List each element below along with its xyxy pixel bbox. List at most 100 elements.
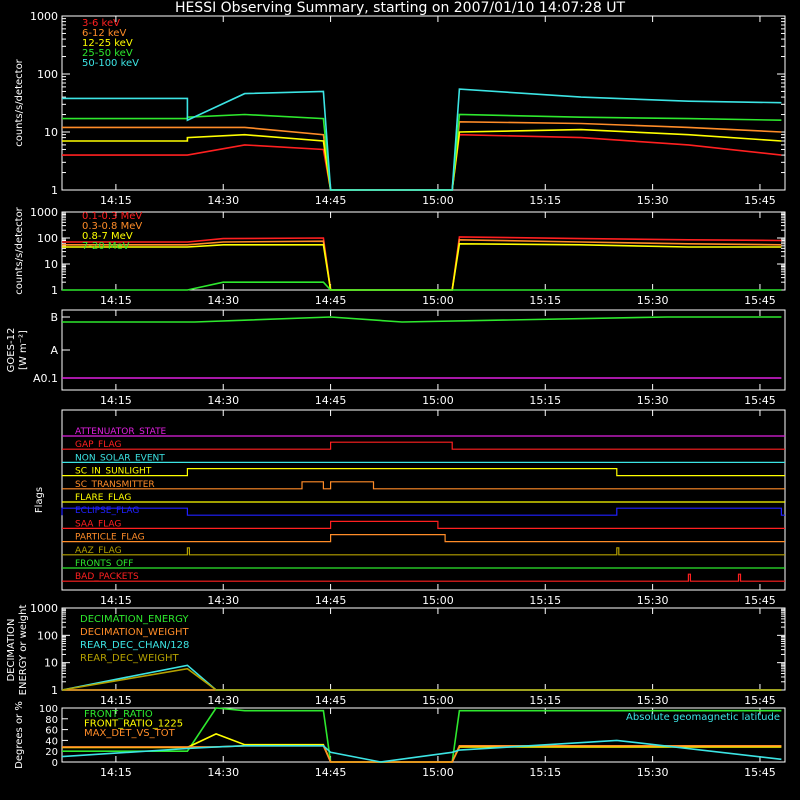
misc-series-2 [62,745,782,763]
hi-series-3 [62,281,782,291]
goes-ytick-label: A0.1 [33,372,58,385]
lo-series-3 [62,113,782,191]
flags-xtick-label: 14:45 [315,594,347,607]
dec-xtick-label: 15:45 [744,694,776,707]
goes-ylabel-2: [W m⁻²] [18,330,29,370]
misc-ytick-label: 0 [52,758,58,769]
lo-series-2 [62,128,782,191]
lo-series-0 [62,133,782,191]
hi-xtick-label: 15:45 [744,294,776,307]
flags-xtick-label: 15:15 [529,594,561,607]
page-title: HESSI Observing Summary, starting on 200… [174,0,626,16]
hi-legend-0: 0.1-0.3 MeV [82,211,142,222]
misc-legend-0: FRONT_RATIO [84,709,153,720]
dec-series-2 [61,664,782,691]
hi-ytick-label: 1 [51,284,58,297]
flag-label-9: AAZ_FLAG [75,546,122,556]
misc-legend-1: FRONT_RATIO_1225 [84,719,183,730]
lo-legend-4: 50-100 keV [82,58,139,69]
lo-legend-3: 25-50 keV [82,48,133,59]
flag-label-2: NON_SOLAR_EVENT [75,453,165,463]
flag-label-4: SC_TRANSMITTER [75,480,155,490]
dec-xtick-label: 14:15 [100,694,132,707]
flags-xtick-label: 15:00 [422,594,454,607]
flag-label-3: SC_IN_SUNLIGHT [75,467,152,477]
goes-xtick-label: 14:45 [315,394,347,407]
flag-line-6 [61,507,785,516]
dec-series-3 [61,667,782,691]
hi-legend-3: 7-20 MeV [82,241,130,252]
hi-series-2 [62,242,782,291]
flag-line-1 [62,441,785,450]
flags-xtick-label: 14:30 [207,594,239,607]
hi-xtick-label: 14:45 [315,294,347,307]
lo-xtick-label: 15:00 [422,194,454,207]
goes-xtick-label: 14:15 [100,394,132,407]
hi-xtick-label: 14:30 [207,294,239,307]
goes-ytick-label: A [50,344,58,357]
misc-ytick-label: 60 [45,726,58,737]
misc-xtick-label: 15:45 [744,766,776,779]
lo-xtick-label: 15:30 [637,194,669,207]
dec-legend-2: REAR_DEC_CHAN/128 [80,640,189,651]
lo-xtick-label: 14:45 [315,194,347,207]
hi-ylabel: counts/s/detector [14,206,25,294]
dec-legend-3: REAR_DEC_WEIGHT [80,653,179,664]
dec-xtick-label: 14:45 [315,694,347,707]
flag-line-4 [62,481,785,490]
goes-ytick-label: B [50,311,58,324]
misc-xtick-label: 14:15 [100,766,132,779]
flag-label-6: ECLIPSE_FLAG [75,506,139,516]
misc-series-3 [61,739,782,763]
lo-ytick-label: 100 [37,68,58,81]
lo-ytick-label: 1000 [30,10,58,23]
misc-xtick-label: 15:30 [637,766,669,779]
dec-legend-1: DECIMATION_WEIGHT [80,627,189,638]
hi-ytick-label: 100 [37,232,58,245]
hi-xtick-label: 15:00 [422,294,454,307]
lo-ytick-label: 10 [44,126,58,139]
flags-frame [61,409,786,591]
lo-legend-1: 6-12 keV [82,28,126,39]
hi-xtick-label: 14:15 [100,294,132,307]
hi-ytick-label: 1000 [30,206,58,219]
hi-ytick-label: 10 [44,258,58,271]
goes-xtick-label: 14:30 [207,394,239,407]
misc-ytick-label: 100 [39,704,58,715]
flags-xtick-label: 15:45 [744,594,776,607]
flags-xtick-label: 14:15 [100,594,132,607]
dec-xtick-label: 15:00 [422,694,454,707]
lo-legend-0: 3-6 keV [82,18,120,29]
flag-line-7 [62,520,785,529]
lo-xtick-label: 14:15 [100,194,132,207]
misc-ytick-label: 20 [45,747,58,758]
flag-line-9 [62,547,785,556]
misc-note: Absolute geomagnetic latitude [626,712,780,723]
hi-xtick-label: 15:15 [529,294,561,307]
goes-xtick-label: 15:15 [529,394,561,407]
flag-line-11 [62,573,785,582]
goes-ylabel-1: GOES-12 [6,328,17,373]
hi-legend-2: 0.8-7 MeV [82,231,133,242]
lo-legend-2: 12-25 keV [82,38,133,49]
hi-frame [61,211,786,291]
goes-xtick-label: 15:30 [637,394,669,407]
misc-xtick-label: 14:45 [315,766,347,779]
flag-label-5: FLARE_FLAG [75,493,131,503]
lo-xtick-label: 14:30 [207,194,239,207]
flag-label-10: FRONTS_OFF [75,559,133,569]
flags-xtick-label: 15:30 [637,594,669,607]
flag-label-8: PARTICLE_FLAG [75,533,145,543]
lo-xtick-label: 15:15 [529,194,561,207]
flag-label-1: GAP_FLAG [75,440,121,450]
lo-ylabel: counts/s/detector [14,58,25,146]
flag-line-3 [62,468,785,477]
dec-ylabel-1: DECIMATION [6,618,17,681]
lo-frame [61,15,786,191]
goes-series-0 [62,316,782,323]
goes-xtick-label: 15:45 [744,394,776,407]
dec-ylabel-2: ENERGY or weight [18,605,29,696]
flags-ylabel: Flags [34,487,45,513]
flag-label-7: SAA_FLAG [75,519,121,529]
